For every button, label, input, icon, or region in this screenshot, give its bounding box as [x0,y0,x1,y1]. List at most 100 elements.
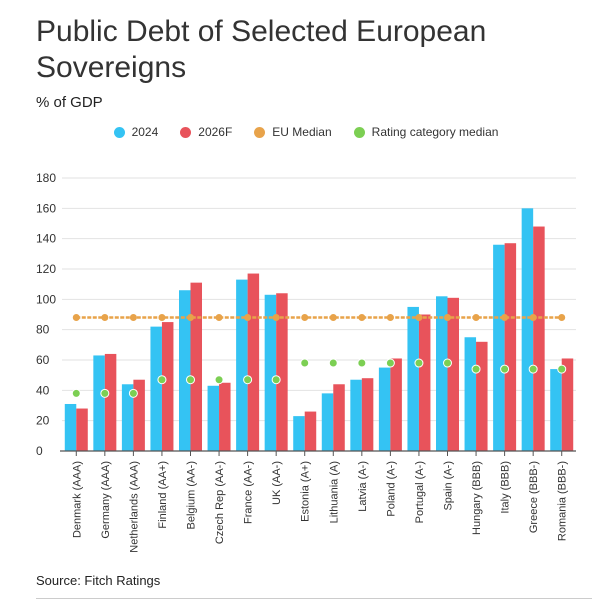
rating-median-marker [128,388,138,398]
bar-2024 [321,393,334,451]
y-tick-label: 100 [36,292,56,306]
bar-2026f [190,282,202,451]
legend-label-eu-median: EU Median [272,125,332,139]
legend-item-eu-median: EU Median [254,125,332,139]
x-tick-label: Romania (BBB-) [557,461,569,541]
eu-median-marker [415,314,423,322]
x-tick-label: Germany (AAA) [100,461,112,539]
eu-median-marker [215,314,223,322]
bar-2024 [378,367,391,451]
bar-2024 [93,355,105,451]
rating-median-marker [186,375,195,385]
eu-median-marker [129,314,137,322]
legend-label-2024: 2024 [131,125,159,139]
y-tick-label: 160 [36,201,56,215]
x-tick-label: Latvia (A-) [357,461,369,512]
eu-median-marker [386,314,394,322]
legend-item-2024: 2024 [113,125,159,139]
y-tick-label: 60 [36,353,50,367]
legend-swatch-2026f [180,126,192,138]
y-tick-label: 80 [36,323,50,337]
legend-swatch-rating-median [353,126,365,138]
bar-2024 [264,294,277,451]
y-tick-label: 40 [36,383,50,397]
eu-median-marker [101,314,109,322]
bar-2026f [304,411,317,451]
legend: 2024 2026F EU Median Rating category med… [0,125,612,139]
bar-2026f [161,322,174,451]
eu-median-marker [158,314,166,322]
bar-2024 [207,385,220,451]
bar-2026f [476,341,488,451]
x-tick-label: Portugal (A-) [414,461,426,523]
bar-2024 [521,208,534,451]
chart-subtitle: % of GDP [36,94,103,111]
bar-2026f [247,273,260,451]
rating-median-marker [443,358,452,368]
bar-2026f [333,384,345,451]
bar-2026f [133,379,145,451]
y-tick-label: 0 [36,444,43,458]
legend-item-2026f: 2026F [180,125,232,139]
chart-title: Public Debt of Selected European Soverei… [36,15,487,84]
rating-median-marker [557,364,567,374]
eu-median-marker [329,314,337,322]
bar-2026f [561,358,574,451]
legend-label-2026f: 2026F [198,125,233,139]
eu-median-marker [358,314,366,322]
chart-plot: 0 20 40 60 80 100 120 140 160 180 Denmark (AAA) Ger… [36,171,576,553]
bottom-divider [36,598,592,599]
x-tick-label: Spain (A-) [443,461,455,511]
x-tick-label: Hungary (BBB) [471,461,483,535]
legend-swatch-2024 [113,126,125,138]
bar-2026f [76,408,88,451]
bar-2026f [104,353,117,451]
x-tick-label: Estonia (A+) [300,461,312,522]
bar-2024 [236,279,248,451]
eu-median-marker [244,314,252,322]
rating-median-marker [414,358,424,368]
bar-2024 [179,290,191,451]
rating-median-marker [271,375,281,385]
rating-median-marker [328,358,338,368]
bar-2024 [550,369,562,451]
eu-median-marker [472,314,480,322]
bar-2026f [504,243,517,451]
rating-median-marker [385,358,395,368]
rating-median-marker [157,375,167,385]
bar-2024 [350,379,362,451]
x-tick-label: Italy (BBB) [500,461,512,514]
bar-2024 [150,326,162,451]
bar-2026f [533,226,545,451]
x-tick-label: Lithuania (A) [328,461,340,523]
eu-median-marker [272,314,280,322]
x-tick-label: Czech Rep (AA-) [214,461,226,544]
x-tick-label: Denmark (AAA) [71,461,83,538]
y-tick-label: 180 [36,171,56,185]
bar-2024 [407,306,419,451]
y-tick-label: 20 [36,414,50,428]
eu-median-marker [529,314,537,322]
rating-median-marker [357,358,367,368]
source-note: Source: Fitch Ratings [36,573,161,588]
bar-2024 [64,403,77,451]
bar-2024 [121,384,134,451]
rating-median-marker [500,364,510,374]
legend-swatch-eu-median [254,126,266,138]
x-tick-label: Finland (AA+) [157,461,169,529]
bar-2024 [293,416,305,451]
x-tick-label: Belgium (AA-) [186,461,198,529]
legend-label-rating-median: Rating category median [371,125,499,139]
rating-median-marker [71,388,81,398]
y-tick-label: 120 [36,262,56,276]
bar-2024 [493,244,505,451]
rating-median-marker [300,358,310,368]
bar-2026f [418,314,431,451]
eu-median-marker [72,314,80,322]
eu-median-marker [301,314,309,322]
x-tick-label: Greece (BBB-) [528,461,540,533]
legend-item-rating-median: Rating category median [353,125,499,139]
eu-median-marker [558,314,566,322]
rating-median-marker [100,388,110,398]
bar-2026f [390,358,402,451]
